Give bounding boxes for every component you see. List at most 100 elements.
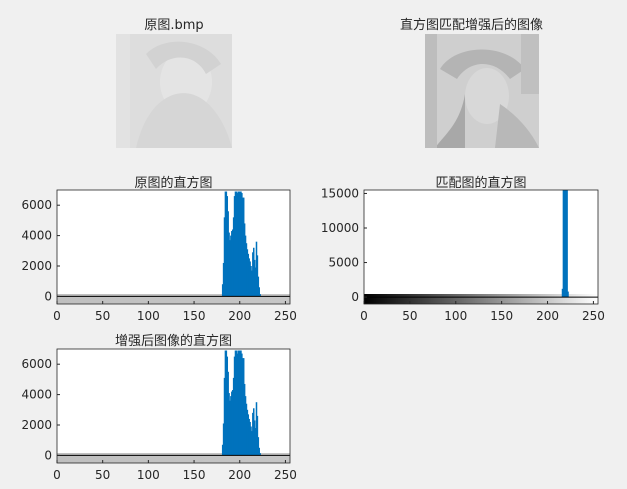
enhanced-bar <box>235 350 238 456</box>
orig-bar <box>252 247 255 297</box>
enhanced-xtick-label: 0 <box>53 468 61 482</box>
orig-bar <box>224 191 227 297</box>
matched-axes-box <box>363 189 599 305</box>
enhanced-ytick-label: 4000 <box>21 388 52 402</box>
enhanced-bar <box>245 403 248 456</box>
matched-bar <box>561 288 564 298</box>
original-image <box>116 34 232 148</box>
enhanced-bar <box>239 350 241 456</box>
orig-bar <box>228 232 230 297</box>
enhanced-bar <box>237 350 239 456</box>
matched-xtick-label: 50 <box>402 309 417 323</box>
enhanced-ytick-label: 0 <box>44 448 52 462</box>
orig-bar <box>246 249 249 297</box>
enhanced-bar <box>243 383 246 456</box>
matched-colorbar <box>364 294 598 304</box>
enhanced-bar <box>227 371 229 456</box>
orig-bar <box>258 287 260 297</box>
enhanced-bar <box>249 421 251 456</box>
orig-bar <box>252 252 254 297</box>
orig-xtick-label: 200 <box>228 309 251 323</box>
orig-xtick-label: 250 <box>274 309 297 323</box>
orig-bar <box>231 229 234 297</box>
orig-bar <box>241 193 243 297</box>
enhanced-bar <box>231 391 233 456</box>
enhanced-bar <box>250 426 252 456</box>
enhanced-bar <box>230 396 232 456</box>
original-image-title: 原图.bmp <box>144 18 204 33</box>
orig-bar <box>223 217 226 297</box>
orig-bar <box>230 235 232 297</box>
enhanced-bar <box>255 402 258 456</box>
enhanced-bar <box>233 356 236 456</box>
enhanced-bar <box>254 428 257 456</box>
orig-bar <box>245 243 248 297</box>
orig-bar <box>237 191 239 297</box>
orig-bar <box>232 217 235 297</box>
orig-bar <box>254 267 257 297</box>
enhanced-bar <box>246 409 249 456</box>
orig-xtick-label: 100 <box>137 309 160 323</box>
orig-bar <box>240 191 242 297</box>
enhanced-xtick-label: 250 <box>274 468 297 482</box>
enhanced-bar <box>252 412 254 456</box>
orig-xtick-label: 50 <box>95 309 110 323</box>
orig-hist-title: 原图的直方图 <box>134 176 213 191</box>
enhanced-xtick-label: 100 <box>137 468 160 482</box>
enhanced-bar <box>231 390 234 456</box>
enhanced-bar <box>226 356 229 456</box>
orig-bar <box>257 276 260 297</box>
orig-bar <box>226 196 229 297</box>
matched-xtick-label: 0 <box>360 309 368 323</box>
matched-xtick-label: 250 <box>582 309 605 323</box>
enhanced-bar <box>242 358 245 456</box>
enhanced-bar <box>259 453 261 456</box>
matched-bar <box>563 190 566 298</box>
enhanced-bar <box>252 408 255 456</box>
enhanced-bar <box>244 396 247 456</box>
orig-xtick-label: 150 <box>183 309 206 323</box>
matched-bar <box>565 190 567 298</box>
matched-ytick-label: 10000 <box>321 221 359 235</box>
enhanced-axes-box <box>56 348 291 464</box>
enhanced-bar <box>241 353 243 456</box>
orig-bar <box>259 294 261 297</box>
orig-bar <box>221 284 224 297</box>
original-image-picture <box>116 34 232 148</box>
enhanced-ytick-label: 2000 <box>21 418 52 432</box>
enhanced-bar <box>222 423 225 456</box>
enhanced-bar <box>248 418 250 456</box>
orig-colorbar <box>57 294 290 304</box>
enhanced-bar <box>257 437 260 456</box>
orig-bar <box>244 235 247 297</box>
enhanced-xtick-label: 50 <box>95 468 110 482</box>
enhanced-bar <box>256 415 259 456</box>
orig-bar <box>233 196 236 297</box>
orig-bar <box>238 191 240 297</box>
matched-xtick-label: 200 <box>536 309 559 323</box>
orig-ytick-label: 6000 <box>21 198 52 212</box>
matched-bar <box>567 291 569 298</box>
orig-bar <box>239 191 241 297</box>
orig-bar <box>251 270 253 297</box>
orig-bar <box>253 259 256 297</box>
enhanced-bar <box>247 414 250 456</box>
enhanced-bar <box>232 377 235 456</box>
orig-bar <box>250 266 252 297</box>
matched-bar <box>564 190 567 298</box>
matched-hist-title: 匹配图的直方图 <box>435 176 527 191</box>
orig-axes-box <box>56 189 291 305</box>
enhanced-xtick-label: 150 <box>183 468 206 482</box>
enhanced-bar <box>223 377 226 456</box>
matched-bar <box>562 190 565 298</box>
matched-plot-area <box>364 190 598 304</box>
orig-bar <box>243 223 246 297</box>
matched-image-title: 直方图匹配增强后的图像 <box>400 18 544 33</box>
orig-bar <box>236 193 239 297</box>
enhanced-ytick-label: 6000 <box>21 357 52 371</box>
orig-bar <box>235 191 238 297</box>
enhanced-bar <box>234 350 237 456</box>
matched-xtick-label: 100 <box>444 309 467 323</box>
enhanced-bar <box>221 444 224 456</box>
